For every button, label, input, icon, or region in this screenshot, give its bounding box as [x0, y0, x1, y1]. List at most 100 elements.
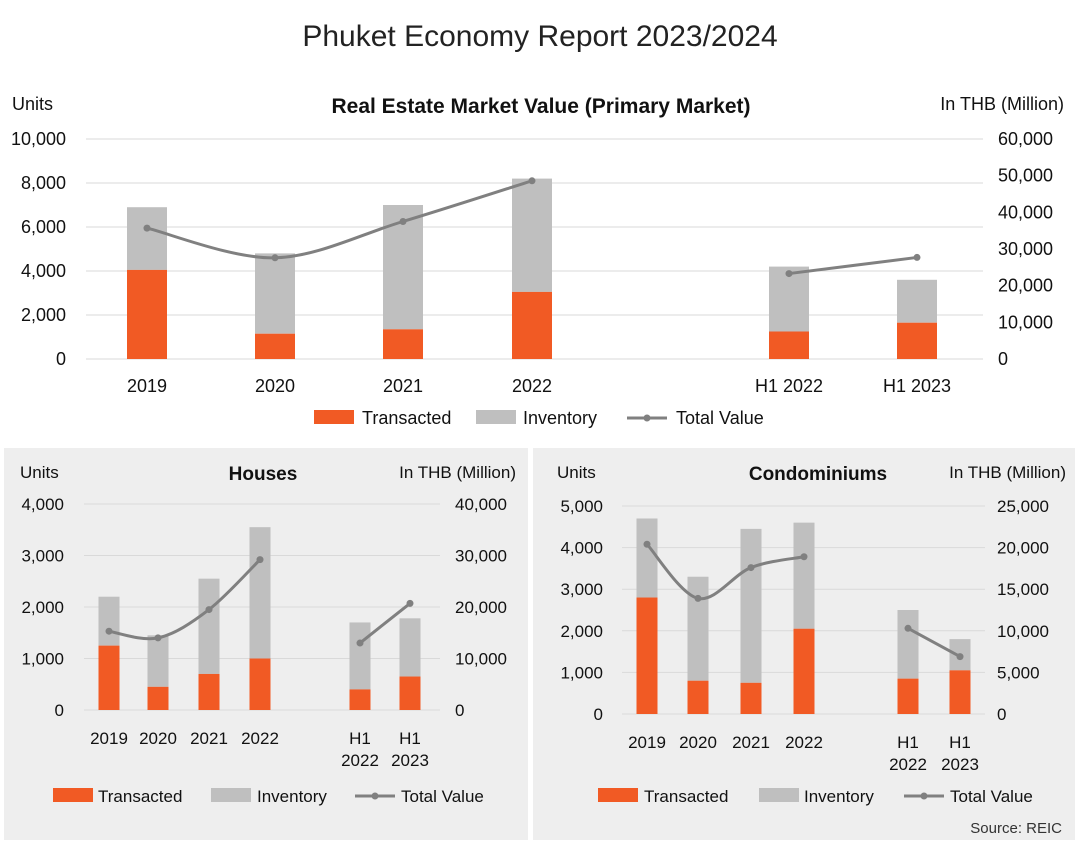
main-x-tick-label-line: 2019 — [127, 376, 167, 396]
condos-bar-transacted — [897, 678, 919, 714]
condos-total-value-point — [694, 594, 702, 602]
main-y2-tick-label: 60,000 — [998, 129, 1053, 149]
houses-x-tick-label: 2022 — [241, 729, 279, 748]
condos-x-tick-label: H1 2023 — [941, 733, 979, 774]
condos-y-tick-label: 0 — [594, 705, 603, 724]
main-bar-transacted — [897, 322, 937, 359]
condos-y-tick-label: 2,000 — [560, 622, 603, 641]
houses-x-tick-label-line: 2022 — [341, 751, 379, 770]
main-x-tick-label-line: H1 2023 — [883, 376, 951, 396]
houses-bar-transacted — [147, 686, 169, 710]
houses-total-value-point — [105, 627, 113, 635]
main-legend-inventory-label: Inventory — [523, 408, 597, 428]
main-bar-transacted — [512, 291, 552, 359]
main-total-value-line — [146, 179, 533, 260]
main-y-tick-label: 8,000 — [21, 173, 66, 193]
houses-legend-total-label: Total Value — [401, 787, 484, 806]
main-total-value-point — [528, 177, 536, 185]
main-y2-tick-label: 50,000 — [998, 166, 1053, 186]
page-title: Phuket Economy Report 2023/2024 — [302, 20, 778, 53]
houses-legend-total-marker — [371, 792, 379, 800]
main-y2-tick-label: 30,000 — [998, 239, 1053, 259]
condos-x-tick-label-line: H1 — [949, 733, 971, 752]
houses-bar-transacted — [399, 676, 421, 710]
main-chart-title: Real Estate Market Value (Primary Market… — [331, 95, 750, 118]
main-x-tick-label: H1 2022 — [755, 376, 823, 396]
houses-bar-transacted — [349, 689, 371, 710]
condos-bar-transacted — [793, 628, 815, 714]
houses-y2-axis-title: In THB (Million) — [399, 463, 516, 482]
condos-y2-tick-label: 10,000 — [997, 622, 1049, 641]
main-total-value-point — [143, 224, 151, 232]
main-x-tick-label-line: H1 2022 — [755, 376, 823, 396]
condos-bar-transacted — [636, 597, 658, 714]
houses-total-value-line — [359, 602, 411, 645]
houses-bar-transacted — [249, 658, 271, 710]
houses-x-tick-label-line: 2023 — [391, 751, 429, 770]
condos-bar-inventory — [897, 610, 919, 679]
main-total-value-point — [785, 270, 793, 278]
houses-total-value-point — [205, 606, 213, 614]
houses-y2-tick-label: 0 — [455, 701, 464, 720]
main-x-tick-label-line: 2020 — [255, 376, 295, 396]
condos-chart-title: Condominiums — [749, 464, 887, 485]
main-x-tick-label: 2019 — [127, 376, 167, 396]
houses-y-tick-label: 4,000 — [21, 495, 64, 514]
houses-total-value-point — [256, 556, 264, 564]
condos-total-value-point — [800, 553, 808, 561]
main-y-axis-title: Units — [12, 94, 53, 114]
houses-x-tick-label-line: 2020 — [139, 729, 177, 748]
houses-x-tick-label-line: H1 — [399, 729, 421, 748]
main-x-tick-label: 2020 — [255, 376, 295, 396]
main-y2-tick-label: 0 — [998, 349, 1008, 369]
source-note: Source: REIC — [970, 820, 1062, 837]
houses-bar-inventory — [198, 578, 220, 674]
main-y-tick-label: 4,000 — [21, 261, 66, 281]
condos-x-tick-label-line: H1 — [897, 733, 919, 752]
houses-x-tick-label-line: H1 — [349, 729, 371, 748]
main-legend-transacted-swatch — [314, 410, 354, 424]
condos-bar-inventory — [687, 576, 709, 681]
main-x-tick-label-line: 2022 — [512, 376, 552, 396]
condos-x-tick-label: 2019 — [628, 733, 666, 752]
condos-total-value-point — [747, 564, 755, 572]
condos-y-axis-title: Units — [557, 463, 596, 482]
condos-bar-transacted — [687, 680, 709, 714]
houses-total-value-point — [154, 634, 162, 642]
main-bar-transacted — [255, 333, 295, 359]
main-total-value-point — [399, 218, 407, 225]
condos-legend-transacted-swatch — [598, 788, 638, 802]
main-x-tick-label-line: 2021 — [383, 376, 423, 396]
houses-total-value-line — [108, 558, 262, 641]
main-bar-transacted — [769, 331, 809, 359]
houses-x-tick-label-line: 2021 — [190, 729, 228, 748]
main-x-tick-label: 2022 — [512, 376, 552, 396]
main-y-tick-label: 2,000 — [21, 305, 66, 325]
condos-x-tick-label: 2021 — [732, 733, 770, 752]
main-legend-total-label: Total Value — [676, 408, 764, 428]
main-bar-inventory — [512, 178, 552, 292]
houses-y-tick-label: 2,000 — [21, 598, 64, 617]
condos-x-tick-label: H1 2022 — [889, 733, 927, 774]
condos-bar-inventory — [740, 528, 762, 683]
condos-bar-inventory — [793, 522, 815, 629]
main-bar-inventory — [769, 266, 809, 332]
main-y-tick-label: 6,000 — [21, 217, 66, 237]
main-y-tick-label: 10,000 — [11, 129, 66, 149]
main-legend-transacted-label: Transacted — [362, 408, 451, 428]
condos-legend-inventory-swatch — [759, 788, 799, 802]
main-y-tick-label: 0 — [56, 349, 66, 369]
condos-y2-tick-label: 15,000 — [997, 580, 1049, 599]
condos-x-tick-label-line: 2020 — [679, 733, 717, 752]
main-total-value-point — [913, 253, 921, 261]
condos-total-value-point — [904, 624, 912, 632]
houses-y2-tick-label: 40,000 — [455, 495, 507, 514]
houses-legend-inventory-label: Inventory — [257, 787, 327, 806]
houses-x-tick-label: 2019 — [90, 729, 128, 748]
houses-bar-transacted — [98, 645, 120, 710]
condos-x-tick-label-line: 2023 — [941, 755, 979, 774]
houses-y-tick-label: 3,000 — [21, 547, 64, 566]
main-y2-tick-label: 10,000 — [998, 312, 1053, 332]
houses-legend-inventory-swatch — [211, 788, 251, 802]
houses-y2-tick-label: 30,000 — [455, 547, 507, 566]
